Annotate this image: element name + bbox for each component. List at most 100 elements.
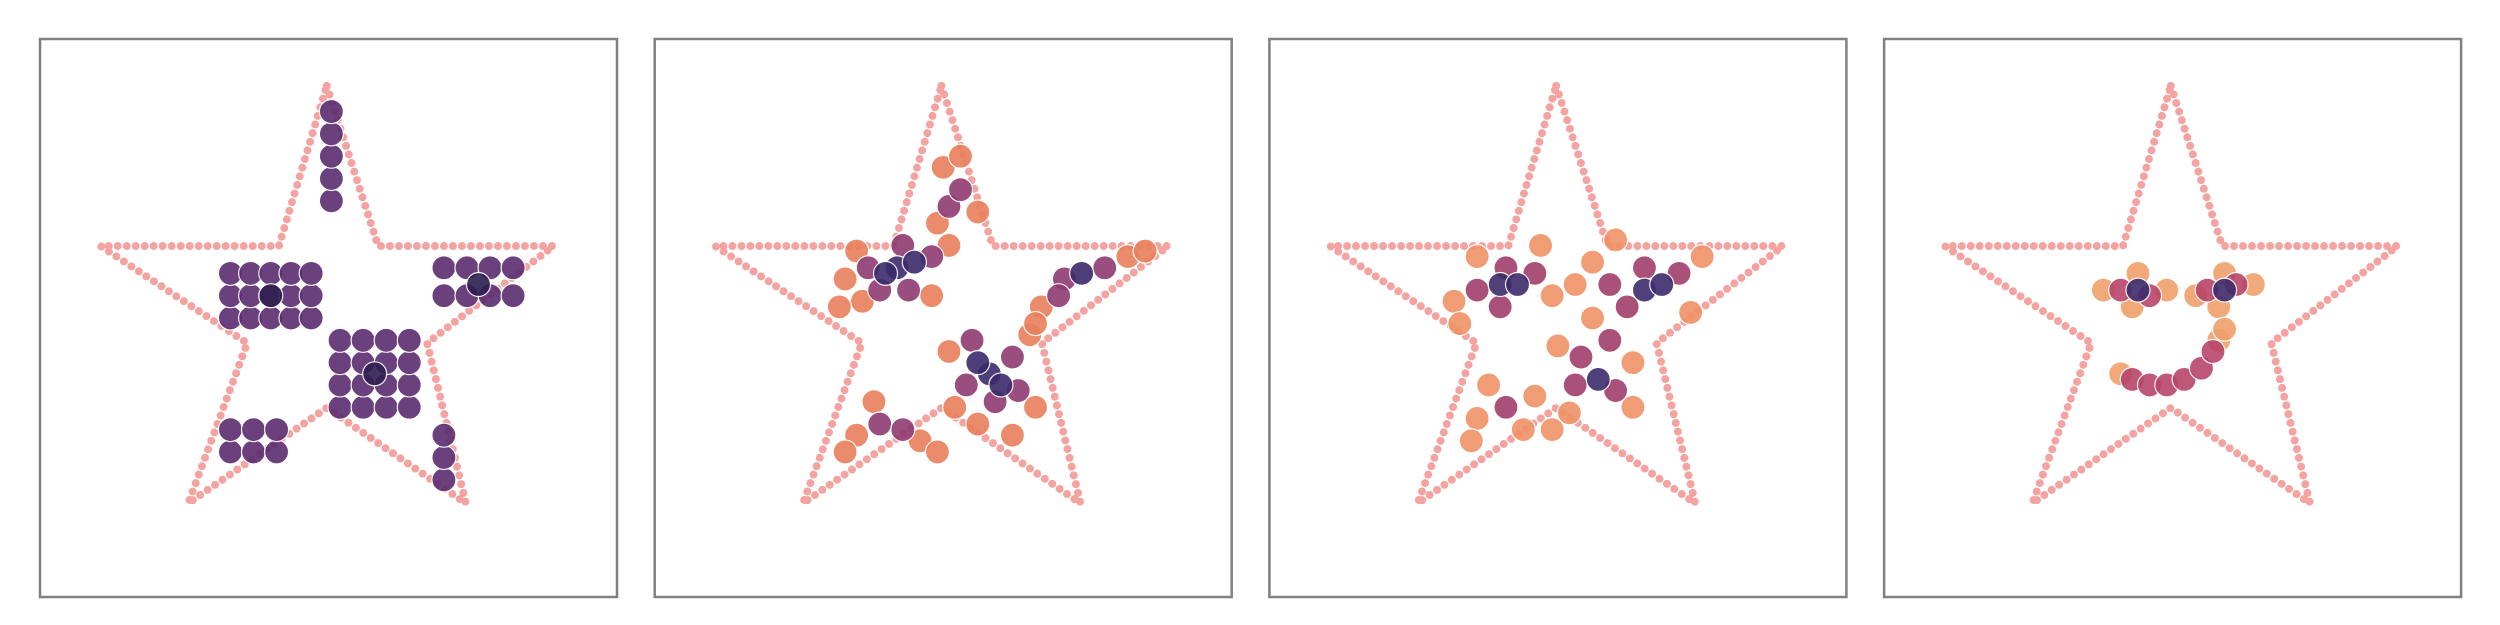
star-outline	[711, 81, 1173, 508]
point	[1493, 394, 1519, 420]
point	[240, 439, 267, 465]
point	[1458, 428, 1484, 454]
panel-frame	[653, 37, 1233, 599]
point	[1562, 271, 1588, 298]
point	[350, 394, 376, 420]
point	[1678, 299, 1704, 326]
point	[431, 283, 457, 309]
point	[959, 327, 985, 353]
point	[263, 439, 290, 465]
point	[1069, 260, 1095, 286]
point	[298, 305, 324, 331]
point	[861, 389, 887, 415]
point	[1132, 238, 1158, 264]
point	[1545, 333, 1571, 359]
point	[1022, 310, 1049, 337]
point	[965, 199, 991, 225]
point	[1597, 327, 1623, 353]
point	[890, 417, 916, 443]
point	[327, 372, 353, 398]
point	[362, 361, 388, 387]
point	[500, 255, 526, 281]
point	[1579, 249, 1606, 275]
point	[1487, 294, 1513, 320]
point	[988, 372, 1014, 398]
point	[1579, 305, 1606, 331]
point	[919, 283, 945, 309]
point	[1464, 277, 1490, 303]
point	[431, 444, 457, 471]
point	[1527, 232, 1554, 259]
point	[1092, 255, 1118, 281]
point	[1464, 244, 1490, 270]
point	[1510, 417, 1536, 443]
point	[947, 177, 974, 203]
panel-frame	[1882, 37, 2463, 599]
point	[1464, 405, 1490, 432]
panel	[1882, 37, 2463, 599]
point	[298, 283, 324, 309]
point	[217, 417, 244, 443]
point	[2125, 277, 2151, 303]
point	[327, 327, 353, 353]
point	[318, 121, 344, 147]
point	[965, 411, 991, 437]
point	[1620, 394, 1646, 420]
point	[924, 439, 951, 465]
point	[901, 249, 927, 275]
point	[1476, 372, 1502, 398]
point	[1620, 350, 1646, 376]
point	[1504, 271, 1531, 298]
point	[999, 344, 1026, 370]
panel	[1268, 37, 1848, 599]
star-outline	[1940, 81, 2402, 508]
point	[327, 394, 353, 420]
point	[373, 394, 399, 420]
point	[396, 372, 422, 398]
point	[396, 394, 422, 420]
point	[431, 467, 457, 493]
point	[327, 350, 353, 376]
point	[1568, 344, 1594, 370]
point	[1602, 227, 1629, 253]
point	[500, 283, 526, 309]
point	[258, 283, 284, 309]
point	[1614, 294, 1640, 320]
point	[1556, 400, 1583, 426]
point	[1447, 310, 1473, 337]
point	[1539, 417, 1565, 443]
point	[431, 422, 457, 448]
point	[350, 327, 376, 353]
point	[832, 266, 858, 292]
point	[872, 260, 899, 286]
point	[1649, 271, 1675, 298]
point	[217, 439, 244, 465]
point	[2200, 338, 2226, 365]
point	[1585, 366, 1611, 392]
point	[318, 188, 344, 214]
point	[867, 411, 893, 437]
point	[396, 327, 422, 353]
point	[1441, 288, 1467, 314]
point	[832, 439, 858, 465]
point	[318, 165, 344, 192]
point	[999, 422, 1026, 448]
star-outline	[1325, 81, 1787, 508]
point	[1597, 271, 1623, 298]
point	[826, 294, 852, 320]
point	[373, 327, 399, 353]
point	[1045, 283, 1072, 309]
point	[1562, 372, 1588, 398]
point	[1689, 244, 1715, 270]
point	[1539, 283, 1565, 309]
point	[263, 417, 290, 443]
point	[431, 255, 457, 281]
point	[318, 143, 344, 169]
point	[298, 260, 324, 286]
point	[396, 350, 422, 376]
point	[1522, 383, 1548, 409]
point	[953, 372, 979, 398]
point	[936, 338, 962, 365]
